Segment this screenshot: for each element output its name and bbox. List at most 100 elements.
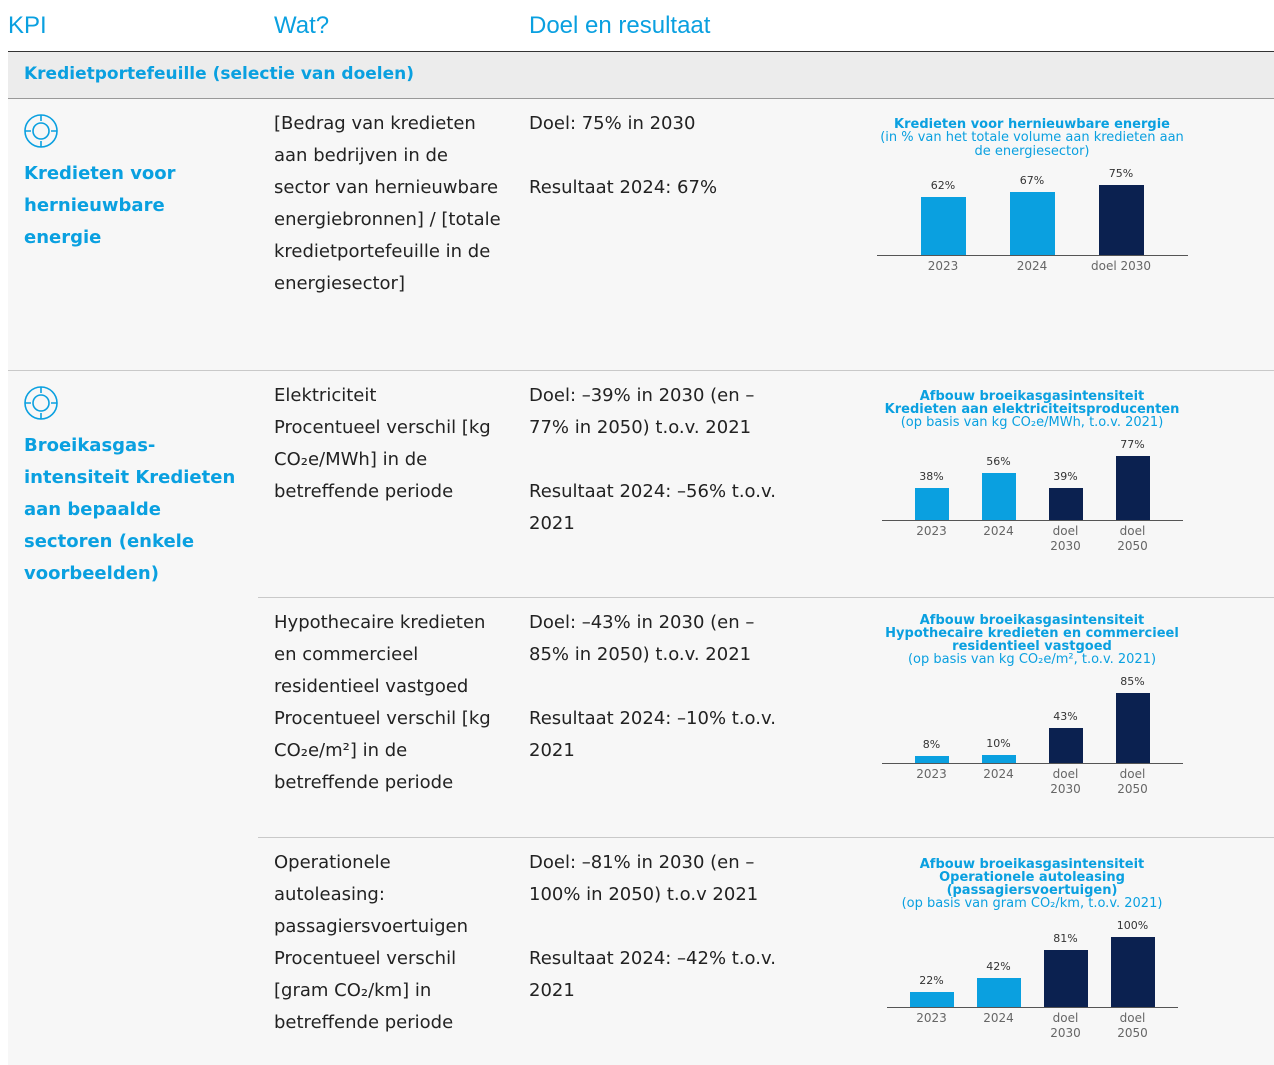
x-tick-label: doel 2050 [1117,767,1148,796]
x-tick-label: doel 2050 [1117,524,1148,553]
x-tick-label: doel 2030 [1050,524,1081,553]
chart-subtitle: (op basis van gram CO₂/km, t.o.v. 2021) [901,896,1163,911]
bar-column: 10% [981,737,1016,763]
section-rule [8,98,1274,99]
bar [1009,192,1055,255]
category-labels: 2023 2024 doel 2030 doel 2050 [882,767,1183,797]
wat-text: [Bedrag van kredieten aan bedrijven in d… [274,113,501,294]
x-tick-label: 2023 [927,259,959,273]
subrow-rule [258,837,1274,838]
x-tick-label: doel 2050 [1117,1011,1148,1040]
bar-column: 85% [1115,675,1150,763]
value-label: 42% [986,959,1011,973]
doel-text: Doel: –39% in 2030 (en –77% in 2050) t.o… [529,385,755,438]
section-bar: Kredietportefeuille (selectie van doelen… [8,52,1274,98]
wat-text: Procentueel verschil [kg CO₂e/MWh] in de… [274,417,491,502]
x-tick-label: 2024 [1016,259,1048,273]
bar [1048,727,1083,763]
value-label: 67% [1019,174,1045,188]
kpi-label: Broeikasgas-intensiteit Kredieten aan be… [24,435,236,584]
bar [981,754,1016,763]
wat-text: Procentueel verschil [kg CO₂e/m²] in de … [274,708,491,793]
wat-text: Procentueel verschil [gram CO₂/km] in be… [274,948,457,1033]
chart-title: Afbouw broeikasgasintensiteit [919,389,1145,404]
bar-column: 8% [914,738,949,763]
wat-cell: Hypothecaire kredieten en commercieel re… [274,607,506,799]
wat-cell: Operationele autoleasing: passagiersvoer… [274,847,506,1039]
chart: Afbouw broeikasgasintensiteit Kredieten a… [876,390,1188,554]
bar-column: 42% [976,959,1021,1007]
bar [1115,693,1150,763]
kpi-icon [24,114,58,148]
section-title: Kredietportefeuille (selectie van doelen… [24,64,415,84]
kpi-label: Kredieten voor hernieuwbare energie [24,163,176,248]
wat-cell: Elektriciteit Procentueel verschil [kg CO… [274,380,506,508]
value-label: 8% [922,738,941,752]
bar [1110,937,1155,1007]
value-label: 85% [1120,675,1145,688]
doel-cell: Doel: –43% in 2030 (en –85% in 2050) t.o… [529,607,779,767]
resultaat-text: Resultaat 2024: –56% t.o.v. 2021 [529,481,776,534]
wat-text: Elektriciteit [274,385,377,406]
doel-text: Doel: –81% in 2030 (en –100% in 2050) t.… [529,852,759,905]
bar [1048,487,1083,520]
resultaat-text: Resultaat 2024: –42% t.o.v. 2021 [529,948,776,1001]
bar-column: 100% [1110,919,1155,1007]
category-labels: 2023 2024 doel 2030 doel 2050 [882,524,1183,554]
header-kpi: KPI [8,12,47,39]
x-tick-label: 2023 [916,767,947,781]
chart-title: Afbouw broeikasgasintensiteit [919,613,1145,628]
bar-column: 81% [1043,932,1088,1007]
value-label: 75% [1108,167,1134,180]
chart-subtitle: (op basis van kg CO₂e/m², t.o.v. 2021) [907,652,1157,667]
value-label: 43% [1053,709,1078,723]
x-tick-label: 2024 [983,767,1014,781]
plot-area: 38% 56% 39% 77% [881,434,1183,521]
bar-column: 56% [981,455,1016,520]
value-label: 81% [1053,932,1078,946]
x-tick-label: doel 2030 [1090,259,1152,273]
bar [981,473,1016,520]
plot-area: 8% 10% 43% 85% [881,671,1183,764]
x-tick-label: doel 2030 [1050,767,1081,796]
chart: Afbouw broeikasgasintensiteit Hypothecair… [876,614,1188,797]
chart-title: Kredieten aan elektriciteitsproducenten [884,402,1180,417]
header-rule [8,51,1274,52]
bar [920,197,966,255]
resultaat-text: Resultaat 2024: 67% [529,177,718,198]
wat-cell: [Bedrag van kredieten aan bedrijven in d… [274,108,506,300]
bar [1098,185,1144,255]
bar-column: 62% [920,179,966,255]
chart: Kredieten voor hernieuwbare energie (in %… [876,118,1188,274]
chart: Afbouw broeikasgasintensiteit Operationel… [876,858,1188,1041]
bar-column: 38% [914,470,949,520]
value-label: 100% [1116,919,1149,932]
x-tick-label: doel 2030 [1050,1011,1081,1040]
chart-subtitle: (op basis van kg CO₂e/MWh, t.o.v. 2021) [900,415,1164,430]
plot-area: 22% 42% 81% 100% [886,915,1178,1008]
chart-title: Kredieten voor hernieuwbare energie [894,117,1170,132]
bar-column: 67% [1009,174,1055,255]
bar [914,756,949,763]
wat-text: Operationele autoleasing: passagiersvoer… [274,852,469,937]
x-tick-label: 2023 [916,524,947,538]
x-tick-label: 2024 [983,1011,1014,1025]
table-background [8,98,1274,1065]
resultaat-text: Resultaat 2024: –10% t.o.v. 2021 [529,708,776,761]
header-doel: Doel en resultaat [529,12,711,39]
chart-subtitle: (in % van het totale volume aan krediete… [880,130,1184,159]
wat-text: Hypothecaire kredieten en commercieel re… [274,612,486,697]
subrow-rule [258,597,1274,598]
value-label: 56% [986,455,1011,469]
chart-title: Hypothecaire kredieten en commercieel re… [885,626,1179,654]
chart-title: Operationele autoleasing (passagiersvoer… [939,870,1125,898]
chart-title: Afbouw broeikasgasintensiteit [919,857,1145,872]
row-rule [8,370,1274,371]
bar [909,991,954,1007]
bar-column: 22% [909,973,954,1007]
doel-cell: Doel: –39% in 2030 (en –77% in 2050) t.o… [529,380,779,540]
doel-text: Doel: 75% in 2030 [529,113,696,134]
value-label: 22% [919,973,944,987]
plot-area: 62% 67% 75% [876,163,1188,256]
